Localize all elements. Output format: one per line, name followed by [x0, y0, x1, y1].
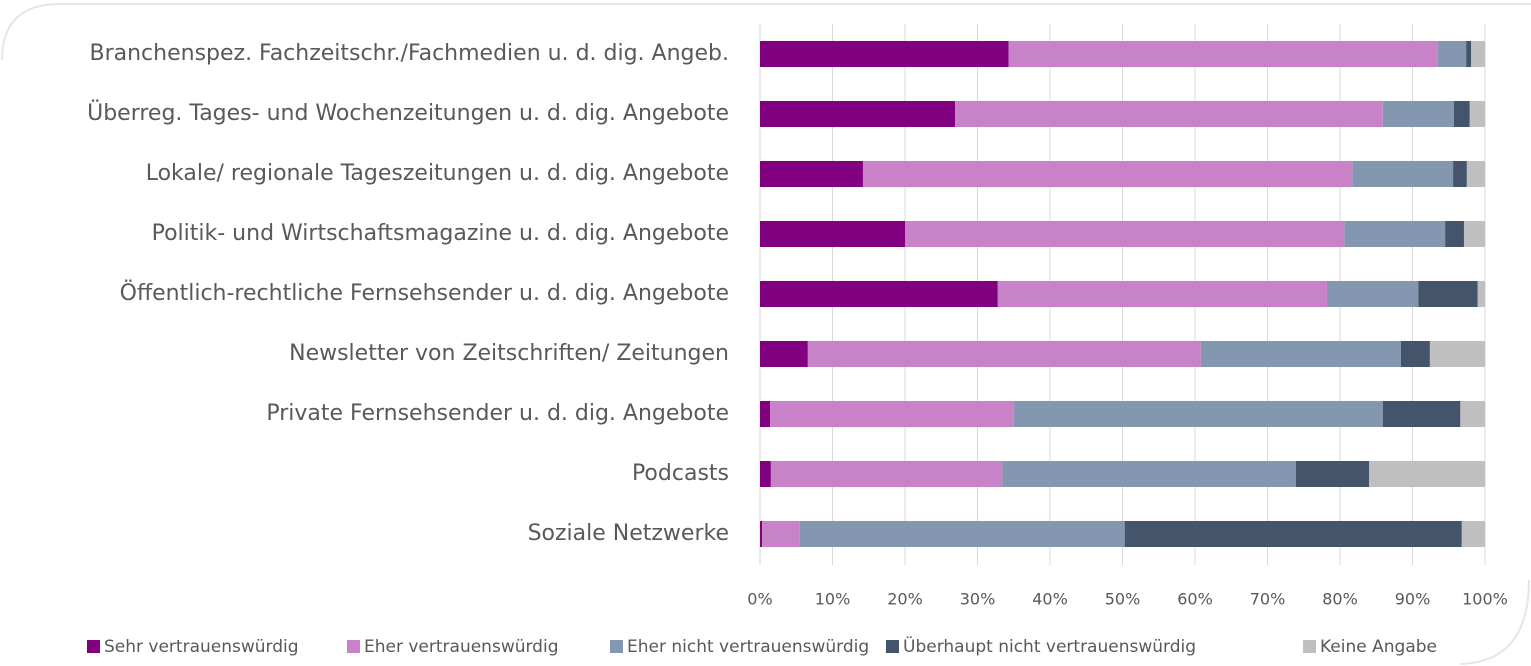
bar-segment — [760, 281, 998, 307]
bar-segment — [1002, 461, 1296, 487]
bar-segment — [1369, 461, 1485, 487]
bar-segment — [760, 461, 771, 487]
legend-swatch — [610, 640, 623, 653]
frame — [1, 3, 1531, 61]
bar-segment — [1453, 101, 1470, 127]
legend-label: Überhaupt nicht vertrauenswürdig — [903, 635, 1196, 657]
bar-segment — [1460, 401, 1485, 427]
bar-segment — [770, 401, 1014, 427]
y-tick-label: Öffentlich-rechtliche Fernsehsender u. d… — [120, 280, 729, 306]
y-tick-label: Soziale Netzwerke — [528, 521, 729, 546]
x-tick-label: 60% — [1177, 590, 1213, 609]
bar-segment — [1400, 341, 1430, 367]
bar-segment — [1471, 41, 1485, 67]
bar-segment — [1008, 41, 1438, 67]
x-tick-label: 90% — [1395, 590, 1431, 609]
bar-segment — [1466, 41, 1472, 67]
legend-swatch — [886, 640, 899, 653]
frame — [1459, 579, 1530, 665]
bar-segment — [1461, 521, 1485, 547]
legend-swatch — [87, 640, 100, 653]
bar-segment — [760, 341, 808, 367]
bar-segment — [955, 101, 1383, 127]
x-tick-label: 30% — [960, 590, 996, 609]
x-tick-label: 0% — [747, 590, 772, 609]
legend-label: Eher vertrauenswürdig — [364, 637, 559, 657]
bar-segment — [1437, 41, 1467, 67]
x-tick-label: 20% — [887, 590, 923, 609]
x-tick-label: 80% — [1322, 590, 1358, 609]
bar-segment — [1013, 401, 1383, 427]
bar-segment — [760, 521, 763, 547]
legend-swatch — [1303, 640, 1316, 653]
bar-segment — [1477, 281, 1485, 307]
bar-segment — [1124, 521, 1462, 547]
bar-segment — [760, 101, 956, 127]
bar-segment — [1326, 281, 1419, 307]
bar-segment — [1382, 101, 1454, 127]
bar-segment — [760, 401, 771, 427]
y-tick-label: Politik- und Wirtschaftsmagazine u. d. d… — [152, 221, 729, 246]
bar-segment — [1453, 161, 1467, 187]
y-tick-label: Branchenspez. Fachzeitschr./Fachmedien u… — [89, 41, 729, 66]
y-tick-label: Überreg. Tages- und Wochenzeitungen u. d… — [87, 100, 729, 126]
bar-segment — [1469, 101, 1485, 127]
bar-segment — [760, 161, 863, 187]
x-tick-label: 70% — [1250, 590, 1286, 609]
bar-segment — [1344, 221, 1446, 247]
bar-segment — [997, 281, 1327, 307]
legend-label: Keine Angabe — [1320, 637, 1437, 657]
y-tick-label: Lokale/ regionale Tageszeitungen u. d. d… — [146, 161, 729, 186]
legend-swatch — [347, 640, 360, 653]
bar-segment — [762, 521, 800, 547]
y-tick-label: Private Fernsehsender u. d. dig. Angebot… — [266, 401, 729, 426]
x-tick-label: 10% — [815, 590, 851, 609]
x-tick-label: 40% — [1032, 590, 1068, 609]
bar-segment — [1445, 221, 1464, 247]
bar-segment — [1352, 161, 1454, 187]
bar-segment — [799, 521, 1125, 547]
bar-segment — [770, 461, 1003, 487]
bar-segment — [1429, 341, 1485, 367]
bar-segment — [1200, 341, 1401, 367]
bar-segment — [1382, 401, 1461, 427]
bar-segment — [1463, 221, 1485, 247]
bar-segment — [862, 161, 1353, 187]
bar-segment — [1295, 461, 1369, 487]
x-tick-label: 50% — [1105, 590, 1141, 609]
bar-segment — [1418, 281, 1478, 307]
legend-label: Eher nicht vertrauenswürdig — [627, 637, 869, 657]
x-tick-label: 100% — [1462, 590, 1508, 609]
bar-segment — [905, 221, 1345, 247]
legend-label: Sehr vertrauenswürdig — [104, 637, 299, 657]
bar-segment — [1466, 161, 1485, 187]
y-tick-label: Newsletter von Zeitschriften/ Zeitungen — [289, 341, 729, 366]
bar-segment — [760, 41, 1009, 67]
bar-segment — [807, 341, 1201, 367]
bar-segment — [760, 221, 905, 247]
y-tick-label: Podcasts — [632, 461, 729, 486]
